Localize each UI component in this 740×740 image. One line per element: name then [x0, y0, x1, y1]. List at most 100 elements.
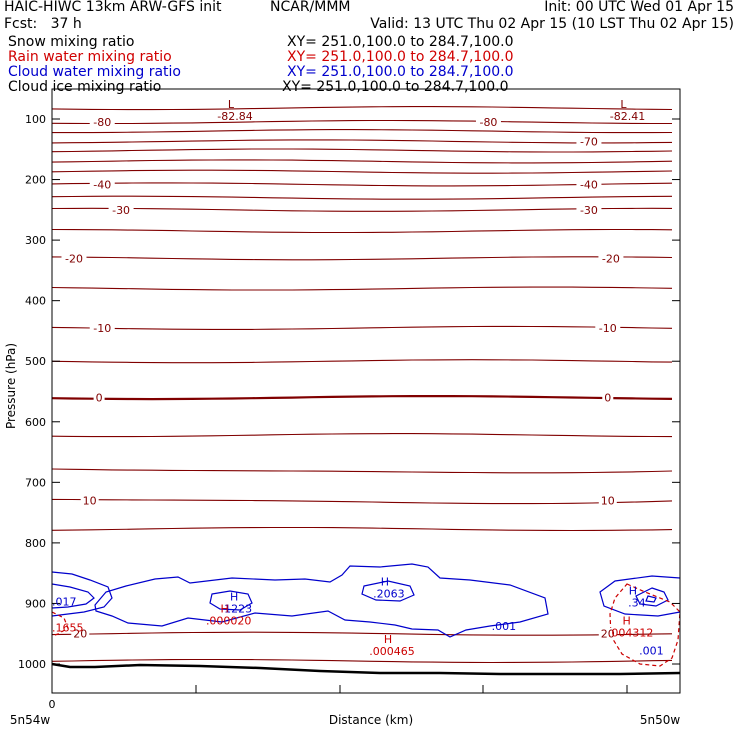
temperature-labels: -80 -80-70-40 -40-30 -30-20 -20-10 -100 010 102…: [61, 116, 624, 641]
temperature-label-bg: [89, 116, 115, 129]
temperature-contour: [51, 631, 673, 636]
plot-border: [51, 88, 681, 694]
temperature-contour: [51, 286, 673, 291]
temperature-contour: [51, 182, 673, 187]
temperature-label: -30: [112, 204, 130, 217]
y-tick-label: 300: [25, 234, 46, 247]
cloud-water-contour-left-inner: [51, 583, 95, 609]
header-left-line1: HAIC-HIWC 13km ARW-GFS init: [4, 0, 222, 15]
extremum-letter: H: [622, 615, 630, 628]
y-tick-label: 1000: [18, 658, 46, 671]
temperature-contour: [51, 526, 673, 532]
header-center-line1: NCAR/MMM: [270, 0, 351, 15]
y-tick-label: 800: [25, 537, 46, 550]
temperature-contour: [51, 139, 673, 144]
extremum-letter: H: [221, 603, 229, 616]
temperature-contour: [51, 359, 673, 364]
contour-value-labels: .017 .1655 .001 .001: [52, 596, 664, 658]
cloud-water-contour-main: [94, 563, 549, 638]
ground-surface: [51, 662, 681, 676]
legend-snow-xy: XY= 251.0,100.0 to 284.7,100.0: [287, 34, 514, 50]
legend-cloudice-label: Cloud ice mixing ratio: [8, 79, 162, 95]
temperature-contour: [51, 159, 673, 164]
temperature-label: -10: [93, 322, 111, 335]
extremum-value: .000020: [206, 615, 252, 628]
contour-value-label: .001: [639, 645, 664, 658]
y-axis-label: Pressure (hPa): [4, 343, 18, 429]
header-right-line2: Valid: 13 UTC Thu 02 Apr 15 (10 LST Thu …: [370, 16, 734, 32]
rain-water-contour-left: [51, 611, 69, 637]
temperature-contours: [51, 106, 673, 664]
header-right-line1: Init: 00 UTC Wed 01 Apr 15: [544, 0, 734, 15]
x-tick-label-left: 5n54w: [10, 713, 51, 727]
temperature-label-bg: [598, 494, 617, 507]
temperature-label-bg: [71, 627, 90, 640]
temperature-contour: [51, 207, 673, 212]
contour-value-label: .017: [52, 596, 77, 609]
temperature-contour: [51, 658, 673, 664]
temperature-label: -30: [580, 204, 598, 217]
temperature-contour: [51, 228, 673, 234]
rain-water-contours: [51, 583, 681, 667]
temperature-label-bg: [598, 627, 617, 640]
temperature-label: 0: [604, 392, 611, 405]
temperature-label: -80: [93, 116, 111, 129]
y-tick-label: 400: [25, 295, 46, 308]
x-axis: 0 5n54w 5n50w Distance (km): [10, 685, 681, 727]
temperature-contour: [51, 325, 673, 330]
y-axis: 1002003004005006007008009001000Pressure …: [4, 113, 680, 671]
extremum-letter: H: [384, 633, 392, 646]
cloud-water-contour-right: [599, 575, 681, 617]
temperature-label-bg: [89, 321, 115, 334]
extremum-value: .34: [628, 596, 646, 609]
y-tick-label: 600: [25, 416, 46, 429]
temperature-label: -80: [479, 116, 497, 129]
extremum-letter: H: [230, 590, 238, 603]
extremum-letter: L: [228, 98, 235, 111]
extremum-value: .000465: [369, 645, 415, 658]
legend-snow-label: Snow mixing ratio: [8, 34, 135, 50]
temperature-label-bg: [61, 252, 87, 265]
temperature-label-bg: [475, 116, 501, 129]
temperature-contour: [51, 468, 673, 474]
extremum-letter: L: [620, 98, 627, 111]
temperature-contour: [51, 119, 672, 125]
temperature-label: 20: [73, 628, 87, 641]
temperature-label: -40: [93, 178, 111, 191]
temperature-label-bg: [89, 178, 115, 191]
legend-cloudwater-xy: XY= 251.0,100.0 to 284.7,100.0: [287, 64, 514, 80]
header-left-line2: Fcst: 37 h: [4, 16, 82, 32]
extremum-value: 1223: [224, 602, 252, 615]
temperature-contour: [51, 256, 673, 261]
extremum-value: .2063: [373, 587, 405, 600]
temperature-label: -10: [599, 322, 617, 335]
temperature-label-bg: [576, 203, 602, 216]
temperature-label-bg: [93, 391, 105, 404]
legend-cloudwater-label: Cloud water mixing ratio: [8, 64, 181, 80]
rain-water-contour-right: [609, 583, 681, 667]
terrain-line: [51, 662, 681, 676]
cloud-water-contour-right-inner: [635, 587, 669, 607]
cloud-water-contour-right-inner2: [645, 595, 657, 603]
cloud-water-contour-inner-mid: [361, 580, 415, 602]
temperature-contour: [51, 433, 673, 438]
x-tick-label-right: 5n50w: [640, 713, 681, 727]
temperature-label-bg: [602, 391, 614, 404]
cloud-water-contour-left: [51, 571, 113, 617]
temperature-contour: [51, 498, 673, 505]
temperature-contour: [51, 169, 673, 174]
y-tick-label: 100: [25, 113, 46, 126]
extremum-value: -82.84: [217, 110, 252, 123]
x-axis-label: Distance (km): [329, 713, 413, 727]
temperature-contour: [51, 106, 673, 111]
temperature-contour: [51, 395, 673, 401]
temperature-label: -20: [65, 252, 83, 265]
temperature-contour: [52, 129, 673, 134]
temperature-label: 10: [83, 495, 97, 508]
temperature-label-bg: [598, 252, 624, 265]
temperature-label: 20: [601, 628, 615, 641]
y-tick-label: 700: [25, 476, 46, 489]
temperature-label-bg: [108, 203, 134, 216]
temperature-label-bg: [576, 135, 602, 148]
